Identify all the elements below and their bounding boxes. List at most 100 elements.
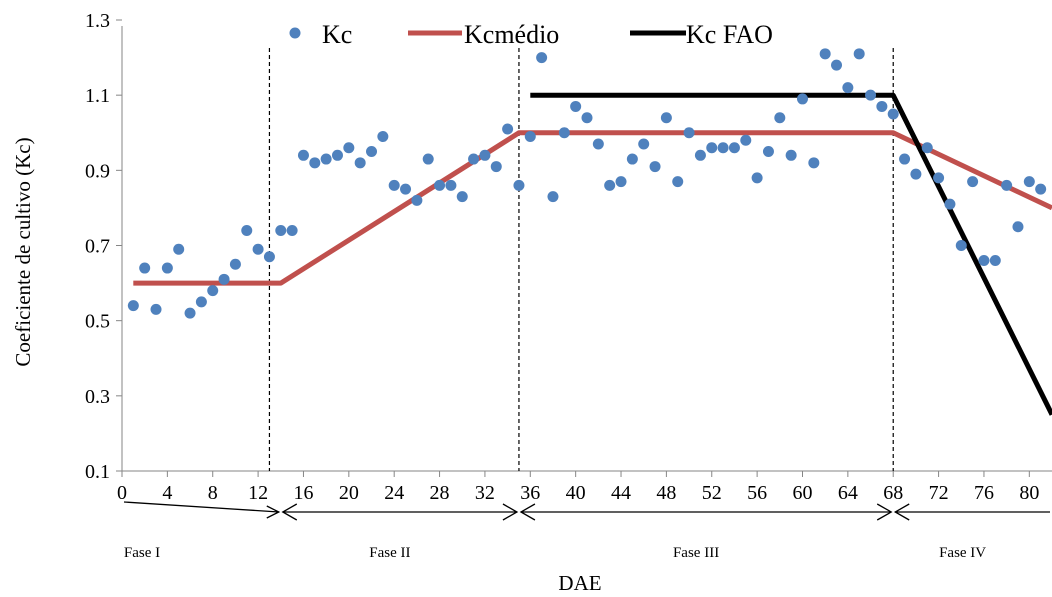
kc-data-point: [842, 82, 854, 94]
kc-data-point: [785, 149, 797, 161]
kc-data-point: [434, 179, 446, 191]
kc-data-point: [876, 100, 888, 112]
kc-data-point: [309, 157, 321, 169]
kc-data-point: [547, 191, 559, 203]
kc-data-point: [320, 153, 332, 165]
kc-data-point: [955, 240, 967, 251]
kc-data-point: [263, 251, 275, 263]
kc-data-point: [388, 179, 400, 191]
kc-data-point: [649, 161, 661, 173]
phase-label: Fase I: [124, 545, 160, 561]
phase-arrow-head: [266, 505, 281, 519]
kc-data-point: [195, 296, 207, 308]
phase-arrow: [123, 501, 279, 513]
kc-data-point: [933, 172, 945, 184]
kc-data-point: [445, 179, 457, 191]
kc-data-point: [899, 153, 911, 165]
x-tick-label: 32: [475, 482, 495, 504]
kc-data-point: [377, 131, 389, 143]
legend-item-kc-fao: Kc FAO: [630, 20, 773, 49]
kc-data-point: [581, 112, 593, 124]
kc-data-point: [751, 172, 763, 184]
x-tick-label: 68: [883, 482, 903, 504]
phase-arrow-head: [502, 503, 519, 521]
kc-data-point: [717, 142, 729, 154]
kc-data-point: [808, 157, 820, 169]
series-line-kcm-dio: [133, 130, 1052, 286]
x-tick-label: 20: [339, 482, 359, 504]
kc-data-point: [660, 112, 672, 124]
kc-data-point: [173, 243, 185, 255]
phase-label: Fase III: [673, 545, 719, 561]
kc-data-point: [683, 127, 695, 139]
kc-data-point: [468, 153, 480, 165]
kc-data-point: [989, 255, 1001, 267]
kc-data-point: [762, 146, 774, 158]
kc-data-point: [139, 262, 151, 274]
y-tick-label: 1.3: [85, 10, 110, 32]
kc-data-point: [615, 176, 627, 188]
x-tick-label: 4: [162, 482, 172, 504]
x-tick-label: 64: [838, 482, 858, 504]
kc-data-point: [502, 123, 514, 135]
legend-label-kc-fao: Kc FAO: [686, 20, 773, 49]
x-tick-label: 76: [974, 482, 994, 504]
kc-data-point: [241, 224, 253, 236]
x-tick-label: 56: [747, 482, 767, 504]
x-tick-label: 60: [792, 482, 812, 504]
legend-item-kc: Kc: [289, 20, 352, 49]
y-axis-title: Coeficiente de cultivo (Kc): [11, 137, 35, 366]
x-tick-label: 28: [430, 482, 450, 504]
phase-arrow-head: [281, 503, 298, 521]
phase-label: Fase II: [369, 545, 410, 561]
x-tick-label: 72: [929, 482, 949, 504]
kc-data-point: [297, 149, 309, 161]
x-tick-label: 52: [702, 482, 722, 504]
kc-data-point: [706, 142, 718, 154]
kc-data-point: [592, 138, 604, 150]
kc-data-point: [422, 153, 434, 165]
kc-data-point: [887, 108, 899, 120]
kc-data-point: [1012, 221, 1024, 233]
kc-data-point: [921, 142, 933, 154]
legend-item-kcmedio: Kcmédio: [408, 20, 559, 49]
phase-arrow-head: [876, 503, 893, 521]
plot-area: [127, 48, 1052, 416]
x-tick-label: 12: [248, 482, 268, 504]
kc-data-point: [286, 224, 298, 236]
kc-data-point: [694, 149, 706, 161]
x-tick-label: 40: [566, 482, 586, 504]
kc-data-point: [354, 157, 366, 169]
axes: 0.10.30.50.70.91.11.30 4 8 12 16 20 24 28 32 36 40…: [85, 10, 1052, 504]
x-tick-label: 24: [384, 482, 404, 504]
x-axis-title: DAE: [558, 571, 601, 595]
legend-swatch-kc: [289, 27, 301, 39]
kc-data-point: [865, 89, 877, 101]
legend-label-kc: Kc: [322, 20, 352, 49]
kc-data-point: [184, 307, 196, 319]
phase-arrow-head: [893, 503, 910, 521]
kc-data-point: [366, 146, 378, 158]
kc-data-point: [513, 179, 525, 191]
kc-data-point: [1035, 183, 1047, 195]
y-tick-label: 0.5: [85, 311, 110, 333]
kc-data-point: [343, 142, 355, 154]
phase-arrow-head: [519, 503, 536, 521]
series-line-kc-fao: [530, 92, 1052, 416]
kc-data-point: [1023, 176, 1035, 188]
phase-annotations: Fase I Fase II Fase III Fase IV: [123, 501, 1050, 561]
kc-data-point: [728, 142, 740, 154]
x-tick-label: 36: [520, 482, 540, 504]
x-tick-label: 0: [117, 482, 127, 504]
kc-data-point: [570, 100, 582, 112]
kc-data-point: [331, 149, 343, 161]
x-tick-label: 48: [656, 482, 676, 504]
phase-label: Fase IV: [939, 545, 986, 561]
kc-data-point: [161, 262, 173, 274]
kc-data-point: [910, 168, 922, 180]
kc-data-point: [275, 224, 287, 236]
phase-dividers: [268, 48, 894, 471]
kc-data-point: [831, 59, 843, 71]
kc-data-point: [626, 153, 638, 165]
kc-data-point: [150, 303, 162, 315]
